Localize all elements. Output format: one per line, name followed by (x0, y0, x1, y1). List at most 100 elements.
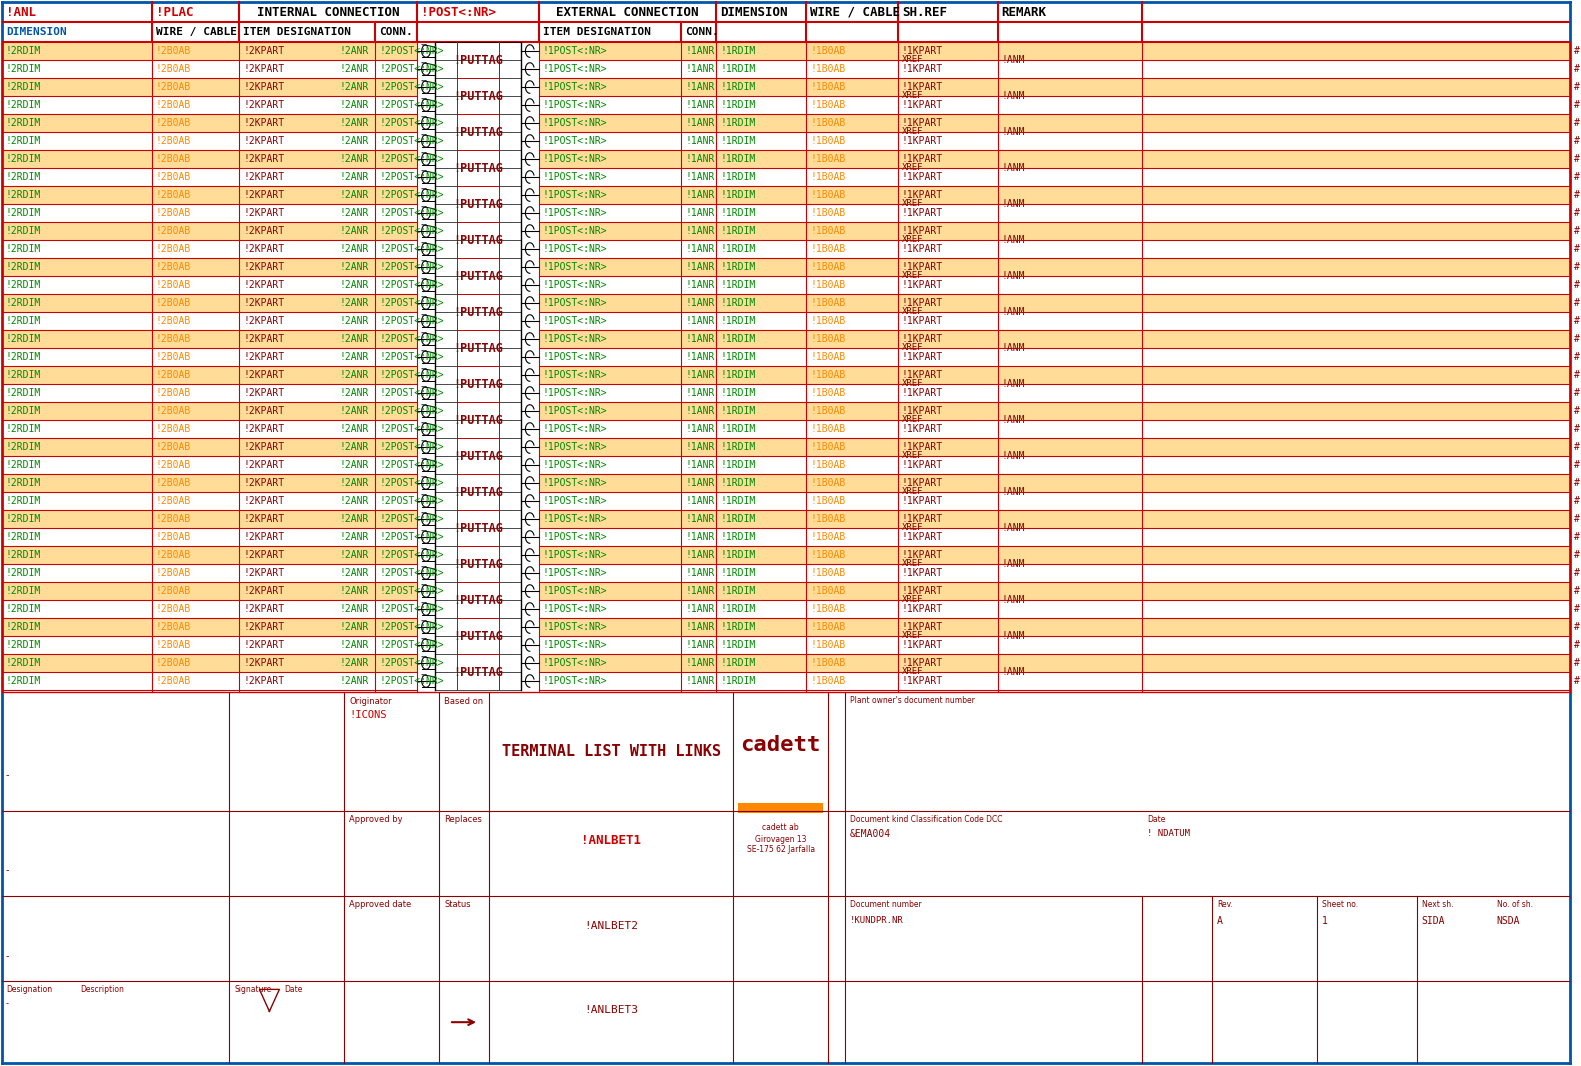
Text: !2RDIM: !2RDIM (6, 568, 41, 578)
Bar (539, 582, 1570, 600)
Text: !PUTTAG: !PUTTAG (454, 341, 503, 355)
Text: !1KPART: !1KPART (903, 532, 944, 542)
Text: #: # (1575, 190, 1581, 200)
Text: !2ANR: !2ANR (340, 298, 368, 308)
Text: !1KPART: !1KPART (903, 64, 944, 74)
Text: !2RDIM: !2RDIM (6, 262, 41, 272)
Text: REMARK: REMARK (1002, 5, 1047, 18)
Text: !2ANR: !2ANR (340, 280, 368, 290)
Text: !1KPART: !1KPART (903, 604, 944, 614)
Text: Status: Status (444, 900, 471, 909)
Text: !2RDIM: !2RDIM (6, 406, 41, 416)
Text: !2B0AB: !2B0AB (155, 461, 191, 470)
Text: !2ANR: !2ANR (340, 676, 368, 687)
Text: !2RDIM: !2RDIM (6, 514, 41, 524)
Text: !2RDIM: !2RDIM (6, 118, 41, 128)
Text: !2B0AB: !2B0AB (155, 406, 191, 416)
Text: !1POST<:NR>: !1POST<:NR> (542, 640, 607, 650)
Text: !ANM: !ANM (1002, 523, 1024, 533)
Text: !PUTTAG: !PUTTAG (454, 414, 503, 426)
Text: !1RDIM: !1RDIM (721, 496, 756, 506)
Bar (2, 366, 417, 384)
Text: #: # (1575, 316, 1581, 326)
Text: !PUTTAG: !PUTTAG (454, 594, 503, 607)
Text: !2POST<:NR>: !2POST<:NR> (379, 532, 444, 542)
Text: !2RDIM: !2RDIM (6, 100, 41, 110)
Text: #: # (1575, 352, 1581, 362)
Text: !1RDIM: !1RDIM (721, 586, 756, 596)
Text: !1POST<:NR>: !1POST<:NR> (542, 172, 607, 182)
Text: !2B0AB: !2B0AB (155, 208, 191, 219)
Text: !PUTTAG: !PUTTAG (454, 558, 503, 570)
Text: !1KPART: !1KPART (903, 406, 944, 416)
Text: !2KPART: !2KPART (243, 514, 285, 524)
Text: !1ANR: !1ANR (686, 298, 715, 308)
Text: !PUTTAG: !PUTTAG (454, 270, 503, 282)
Text: !1ANR: !1ANR (686, 136, 715, 146)
Bar (2, 474, 417, 492)
Text: TERMINAL LIST WITH LINKS: TERMINAL LIST WITH LINKS (501, 744, 721, 759)
Text: !1B0AB: !1B0AB (809, 586, 846, 596)
Text: !2POST<:NR>: !2POST<:NR> (379, 550, 444, 560)
Text: !2KPART: !2KPART (243, 461, 285, 470)
Text: XREF: XREF (903, 560, 923, 568)
Text: !1POST<:NR>: !1POST<:NR> (542, 550, 607, 560)
Text: #: # (1575, 64, 1581, 74)
Text: !1POST<:NR>: !1POST<:NR> (542, 604, 607, 614)
Text: !1B0AB: !1B0AB (809, 46, 846, 56)
Text: !1B0AB: !1B0AB (809, 568, 846, 578)
Text: #: # (1575, 118, 1581, 128)
Text: !1ANR: !1ANR (686, 586, 715, 596)
Bar (539, 330, 1570, 348)
Text: !2B0AB: !2B0AB (155, 82, 191, 92)
Text: !1B0AB: !1B0AB (809, 316, 846, 326)
Text: !1POST<:NR>: !1POST<:NR> (542, 262, 607, 272)
Text: !2POST<:NR>: !2POST<:NR> (379, 478, 444, 488)
Text: !2RDIM: !2RDIM (6, 64, 41, 74)
Bar (539, 185, 1570, 204)
Text: !1B0AB: !1B0AB (809, 100, 846, 110)
Text: !1KPART: !1KPART (903, 100, 944, 110)
Text: !1B0AB: !1B0AB (809, 676, 846, 687)
Text: !2RDIM: !2RDIM (6, 46, 41, 56)
Text: !1RDIM: !1RDIM (721, 118, 756, 128)
Text: !2RDIM: !2RDIM (6, 442, 41, 452)
Text: #: # (1575, 154, 1581, 164)
Text: !1RDIM: !1RDIM (721, 550, 756, 560)
Text: !ANL: !ANL (6, 5, 36, 18)
Text: CONN.: CONN. (686, 27, 719, 37)
Text: #: # (1575, 280, 1581, 290)
Text: !ICONS: !ICONS (349, 710, 387, 720)
Text: XREF: XREF (903, 416, 923, 424)
Text: !2RDIM: !2RDIM (6, 676, 41, 687)
Text: !ANM: !ANM (1002, 559, 1024, 569)
Text: !1RDIM: !1RDIM (721, 352, 756, 362)
Text: !ANM: !ANM (1002, 343, 1024, 353)
Text: !1KPART: !1KPART (903, 334, 944, 344)
Text: !2POST<:NR>: !2POST<:NR> (379, 640, 444, 650)
Text: !2ANR: !2ANR (340, 514, 368, 524)
Text: !1ANR: !1ANR (686, 334, 715, 344)
Bar (2, 150, 417, 168)
Text: Based on: Based on (444, 697, 484, 706)
Text: !1B0AB: !1B0AB (809, 334, 846, 344)
Text: !2POST<:NR>: !2POST<:NR> (379, 226, 444, 236)
Text: !1RDIM: !1RDIM (721, 172, 756, 182)
Text: !2RDIM: !2RDIM (6, 136, 41, 146)
Text: CONN.: CONN. (379, 27, 413, 37)
Bar (2, 222, 417, 240)
Text: XREF: XREF (903, 92, 923, 100)
Text: 1: 1 (1322, 916, 1328, 926)
Bar (539, 150, 1570, 168)
Text: !PUTTAG: !PUTTAG (454, 521, 503, 534)
Bar (2, 546, 417, 564)
Text: !1RDIM: !1RDIM (721, 424, 756, 434)
Text: !2RDIM: !2RDIM (6, 640, 41, 650)
Text: !1KPART: !1KPART (903, 262, 944, 272)
Text: !2RDIM: !2RDIM (6, 208, 41, 219)
Text: !1ANR: !1ANR (686, 100, 715, 110)
Text: !2B0AB: !2B0AB (155, 640, 191, 650)
Text: !1ANR: !1ANR (686, 550, 715, 560)
Text: ! NDATUM: ! NDATUM (1148, 828, 1190, 838)
Text: !1POST<:NR>: !1POST<:NR> (542, 244, 607, 254)
